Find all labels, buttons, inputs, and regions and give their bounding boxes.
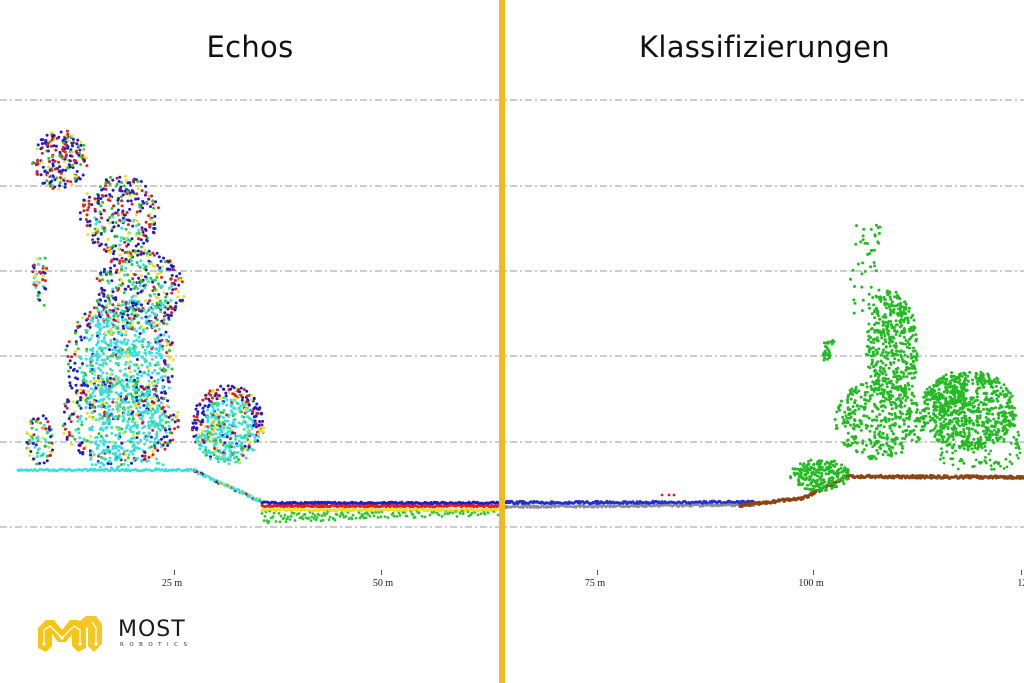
x-tick-mark (1021, 570, 1022, 575)
x-tick-mark (597, 570, 598, 575)
echos-title: Echos (206, 30, 294, 64)
x-tick-label: 125 m (1017, 578, 1024, 589)
x-tick-label: 100 m (798, 578, 824, 589)
x-tick-label: 25 m (161, 578, 183, 589)
classifications-title: Klassifizierungen (639, 30, 890, 64)
most-robotics-logo: MOST ROBOTICS (36, 614, 216, 654)
x-tick-mark (174, 570, 175, 575)
logo-subtitle: ROBOTICS (120, 642, 193, 648)
panel-divider (499, 0, 505, 683)
x-tick-label: 50 m (372, 578, 394, 589)
x-tick-mark (381, 570, 382, 575)
logo-wordmark: MOST (118, 617, 186, 642)
x-tick-mark (813, 570, 814, 575)
x-tick-label: 75 m (584, 578, 606, 589)
point-cloud-points (16, 129, 1024, 525)
logo-mark-icon (38, 616, 102, 652)
